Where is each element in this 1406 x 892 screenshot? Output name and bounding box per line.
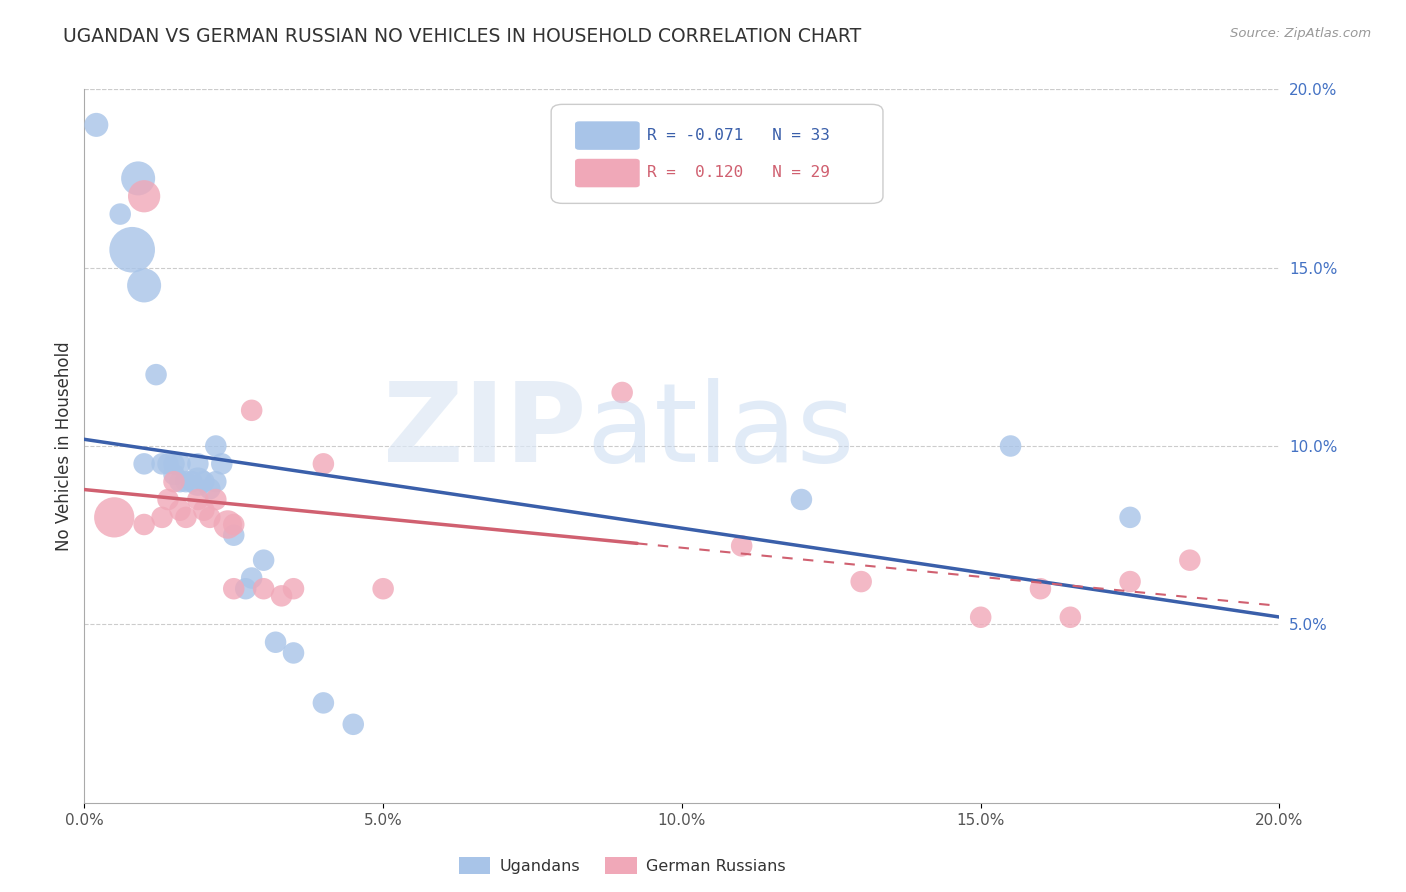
Point [790,492,813,507]
Point [205,475,228,489]
Text: atlas: atlas [586,378,855,485]
Point [270,589,292,603]
Text: UGANDAN VS GERMAN RUSSIAN NO VEHICLES IN HOUSEHOLD CORRELATION CHART: UGANDAN VS GERMAN RUSSIAN NO VEHICLES IN… [63,27,862,45]
Point [198,482,221,496]
Text: R = -0.071   N = 33: R = -0.071 N = 33 [647,128,830,143]
Text: ZIP: ZIP [382,378,586,485]
Point [163,457,186,471]
Point [110,207,132,221]
Point [174,510,197,524]
Point [187,457,209,471]
Point [283,582,305,596]
Point [222,528,245,542]
Point [1000,439,1022,453]
Y-axis label: No Vehicles in Household: No Vehicles in Household [55,341,73,551]
Point [174,475,197,489]
Point [1059,610,1081,624]
Point [849,574,872,589]
Point [253,582,276,596]
Point [132,278,156,293]
Point [217,517,239,532]
Point [264,635,287,649]
Point [150,457,173,471]
Point [198,510,221,524]
Point [312,696,335,710]
Point [240,403,263,417]
Point [193,503,215,517]
Point [132,517,156,532]
Point [1119,510,1142,524]
Point [86,118,108,132]
Point [150,510,173,524]
Point [235,582,257,596]
Point [312,457,335,471]
Point [132,457,156,471]
Point [222,517,245,532]
Point [1119,574,1142,589]
Point [222,582,245,596]
Point [127,171,149,186]
Point [970,610,993,624]
Point [187,492,209,507]
Point [731,539,754,553]
Legend: Ugandans, German Russians: Ugandans, German Russians [453,851,792,880]
Point [132,189,156,203]
Point [193,475,215,489]
Point [157,492,180,507]
Point [205,439,228,453]
Point [1029,582,1052,596]
Point [145,368,167,382]
Point [211,457,233,471]
Point [205,492,228,507]
Point [610,385,633,400]
Point [342,717,364,731]
Point [240,571,263,585]
Point [169,457,191,471]
Point [169,475,191,489]
Point [157,457,180,471]
Point [283,646,305,660]
Point [169,503,191,517]
Point [103,510,125,524]
Point [253,553,276,567]
Point [1178,553,1201,567]
Text: R =  0.120   N = 29: R = 0.120 N = 29 [647,165,830,179]
Point [180,475,204,489]
Point [163,475,186,489]
Text: Source: ZipAtlas.com: Source: ZipAtlas.com [1230,27,1371,40]
Point [163,467,186,482]
Point [371,582,394,596]
Point [187,475,209,489]
Point [121,243,143,257]
